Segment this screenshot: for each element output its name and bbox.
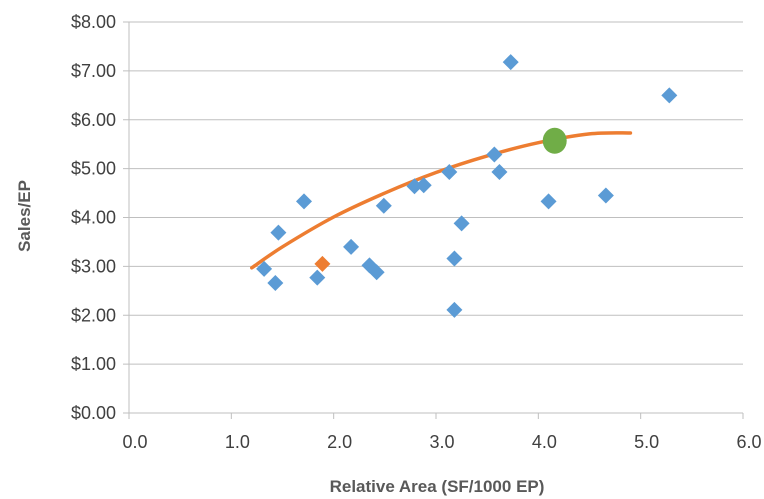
y-tick-label: $6.00 bbox=[71, 110, 116, 130]
y-axis-title: Sales/EP bbox=[15, 180, 34, 252]
data-point bbox=[256, 260, 273, 277]
data-point bbox=[295, 193, 312, 210]
data-point bbox=[375, 197, 392, 214]
y-tick-label: $7.00 bbox=[71, 61, 116, 81]
data-point bbox=[661, 87, 678, 104]
data-point bbox=[309, 269, 326, 286]
x-tick-label: 6.0 bbox=[736, 432, 761, 452]
axes bbox=[123, 21, 744, 419]
data-point bbox=[441, 164, 458, 181]
data-point-orange bbox=[314, 255, 331, 272]
data-points bbox=[256, 54, 678, 318]
y-tick-labels: $0.00 $1.00 $2.00 $3.00 $4.00 $5.00 $6.00 $7.00… bbox=[71, 12, 116, 423]
y-tick-label: $3.00 bbox=[71, 256, 116, 276]
y-tick-label: $2.00 bbox=[71, 305, 116, 325]
data-point bbox=[267, 274, 284, 291]
x-axis-title: Relative Area (SF/1000 EP) bbox=[330, 477, 545, 496]
y-tick-label: $5.00 bbox=[71, 159, 116, 179]
data-point bbox=[486, 146, 503, 163]
y-tick-label: $8.00 bbox=[71, 12, 116, 32]
x-tick-label: 5.0 bbox=[634, 432, 659, 452]
y-tick-label: $1.00 bbox=[71, 354, 116, 374]
y-tick-label: $4.00 bbox=[71, 208, 116, 228]
data-point bbox=[491, 164, 508, 181]
data-point bbox=[368, 264, 385, 281]
data-point bbox=[453, 215, 470, 232]
gridlines bbox=[129, 21, 743, 365]
x-tick-label: 4.0 bbox=[532, 432, 557, 452]
trendline-layer bbox=[250, 131, 633, 270]
data-point bbox=[270, 224, 287, 241]
data-point bbox=[597, 187, 614, 204]
data-point bbox=[406, 178, 423, 195]
data-point bbox=[343, 238, 360, 255]
x-tick-labels: 0.0 1.0 2.0 3.0 4.0 5.0 6.0 bbox=[122, 432, 761, 452]
data-point bbox=[502, 54, 519, 71]
data-point bbox=[446, 301, 463, 318]
x-tick-label: 2.0 bbox=[327, 432, 352, 452]
data-point bbox=[446, 250, 463, 267]
y-tick-label: $0.00 bbox=[71, 403, 116, 423]
x-tick-label: 1.0 bbox=[225, 432, 250, 452]
data-point-highlight bbox=[542, 127, 567, 154]
x-tick-label: 3.0 bbox=[429, 432, 454, 452]
data-point bbox=[415, 177, 432, 194]
data-point bbox=[540, 193, 557, 210]
trendline bbox=[250, 131, 633, 270]
x-tick-label: 0.0 bbox=[122, 432, 147, 452]
